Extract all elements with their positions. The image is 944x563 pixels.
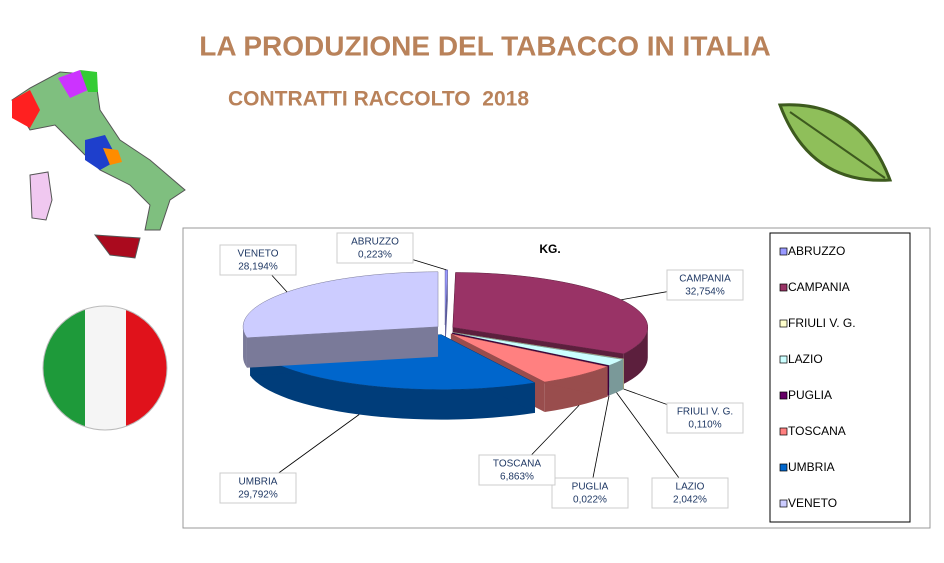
callout-box — [219, 244, 297, 276]
slice-top — [452, 272, 648, 355]
subtitle: CONTRATTI RACCOLTO 2018 — [228, 88, 529, 111]
callout-value: 0,110% — [688, 420, 721, 431]
callout-value: 0,223% — [358, 250, 392, 261]
callout-box — [219, 472, 297, 504]
title: LA PRODUZIONE DEL TABACCO IN ITALIA — [199, 30, 770, 61]
leaf — [777, 103, 893, 182]
callout-box — [478, 454, 556, 486]
callout-name: VENETO — [238, 249, 279, 260]
callout-box — [551, 477, 629, 509]
slice-side — [250, 345, 536, 420]
legend-swatch — [779, 319, 788, 328]
callout-name: TOSCANA — [493, 459, 541, 470]
callout-name: CAMPANIA — [679, 274, 731, 285]
italy-map — [11, 70, 186, 259]
callout-value: 29,792% — [238, 490, 278, 501]
legend-swatch — [779, 499, 788, 508]
slice-top — [452, 332, 610, 367]
legend-label: PUGLIA — [788, 388, 832, 402]
legend-label: CAMPANIA — [788, 280, 850, 294]
slice-edge — [445, 269, 448, 355]
slice — [242, 271, 439, 368]
legend-box — [769, 232, 911, 523]
pie — [242, 269, 648, 420]
callouts: ABRUZZO 0,223% CAMPANIA 32,754% FRIULI V. G.… — [219, 232, 744, 509]
legend-label: LAZIO — [788, 352, 823, 366]
legend-label: UMBRIA — [788, 460, 835, 474]
slice-top — [452, 332, 625, 360]
callout-value: 6,863% — [500, 472, 534, 483]
legend-swatch — [779, 463, 788, 472]
slice-top — [452, 332, 624, 366]
legend-label: ABRUZZO — [788, 244, 845, 258]
callout-value: 2,042% — [673, 495, 707, 506]
legend-label: FRIULI V. G. — [788, 316, 856, 330]
slice-top — [450, 333, 609, 383]
leader-line — [616, 392, 691, 494]
slice-side — [623, 327, 648, 384]
slice-side — [243, 326, 247, 368]
callout-name: FRIULI V. G. — [677, 407, 733, 418]
callout-name: ABRUZZO — [351, 237, 399, 248]
chart-title: KG. — [539, 242, 560, 256]
callout-box — [651, 477, 729, 509]
callout-name: LAZIO — [676, 482, 705, 493]
legend: ABRUZZO CAMPANIA FRIULI V. G. LAZIO PUGLIA TO… — [779, 244, 856, 510]
leader-line — [589, 395, 610, 494]
legend-label: VENETO — [788, 496, 837, 510]
legend-swatch — [779, 247, 788, 256]
callout-value: 0,022% — [573, 495, 607, 506]
callout-value: 28,194% — [238, 262, 278, 273]
slice-top — [242, 271, 439, 339]
legend-swatch — [779, 391, 788, 400]
italian-flag — [42, 305, 168, 431]
legend-swatch — [779, 283, 788, 292]
legend-swatch — [779, 427, 788, 436]
callout-name: UMBRIA — [239, 477, 278, 488]
callout-value: 32,754% — [685, 287, 725, 298]
callout-name: PUGLIA — [572, 482, 609, 493]
callout-box — [666, 269, 744, 301]
legend-swatch — [779, 355, 788, 364]
legend-label: TOSCANA — [788, 424, 846, 438]
callout-box — [666, 402, 744, 434]
slice-edge — [246, 326, 439, 368]
callout-box — [336, 232, 414, 264]
